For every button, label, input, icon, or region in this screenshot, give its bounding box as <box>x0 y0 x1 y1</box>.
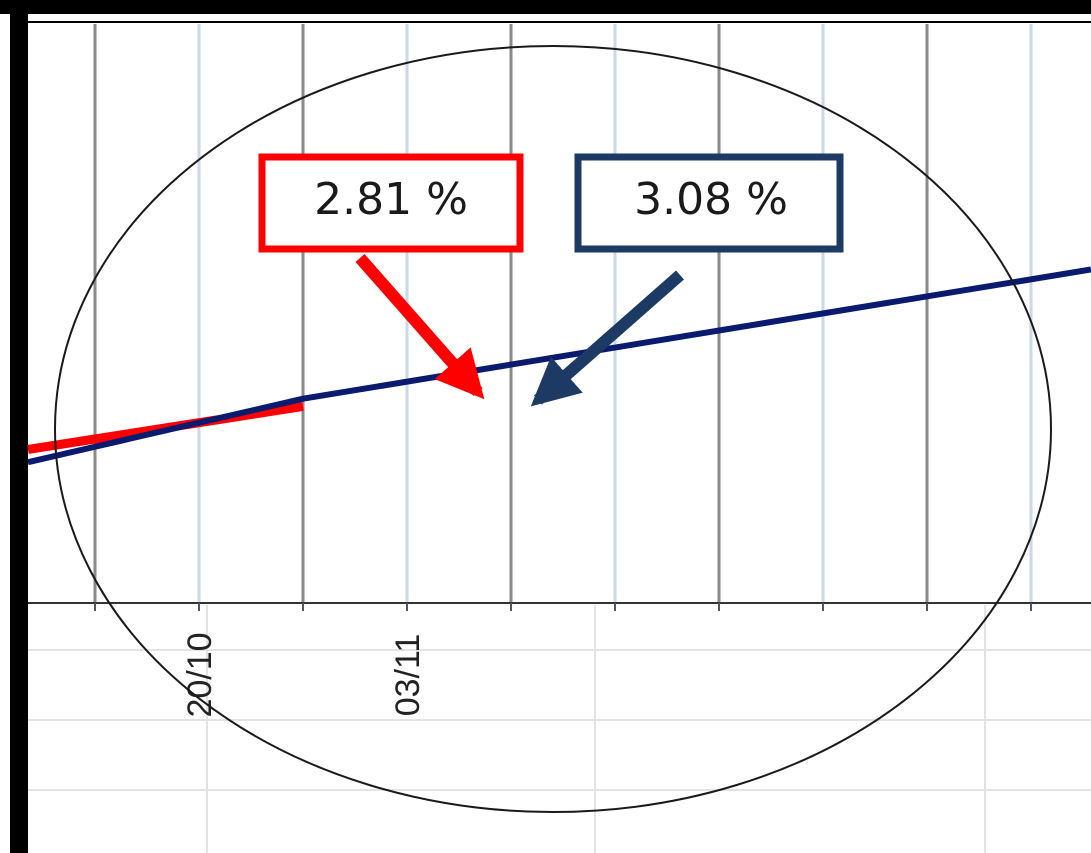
callout-navy-arrow <box>530 270 684 407</box>
axis-table-grid <box>28 605 1091 853</box>
callout-navy-text: 3.08 % <box>634 174 788 225</box>
callout-red-box <box>258 153 524 253</box>
callout-navy: 3.08 % <box>530 153 844 407</box>
x-axis-ticks: 20/10 03/11 <box>94 603 1032 718</box>
top-frame-border <box>0 0 1091 14</box>
callout-red-arrow <box>355 254 485 400</box>
x-tick-label-1: 03/11 <box>389 634 427 717</box>
highlight-ellipse <box>54 45 1052 813</box>
callout-red: 2.81 % <box>258 153 524 400</box>
major-gridlines <box>93 24 929 603</box>
callout-red-text: 2.81 % <box>314 174 468 225</box>
series-layer <box>27 266 1091 466</box>
x-tick-label-0: 20/10 <box>181 632 219 717</box>
callout-navy-box <box>574 153 844 253</box>
left-frame-border <box>10 14 28 853</box>
